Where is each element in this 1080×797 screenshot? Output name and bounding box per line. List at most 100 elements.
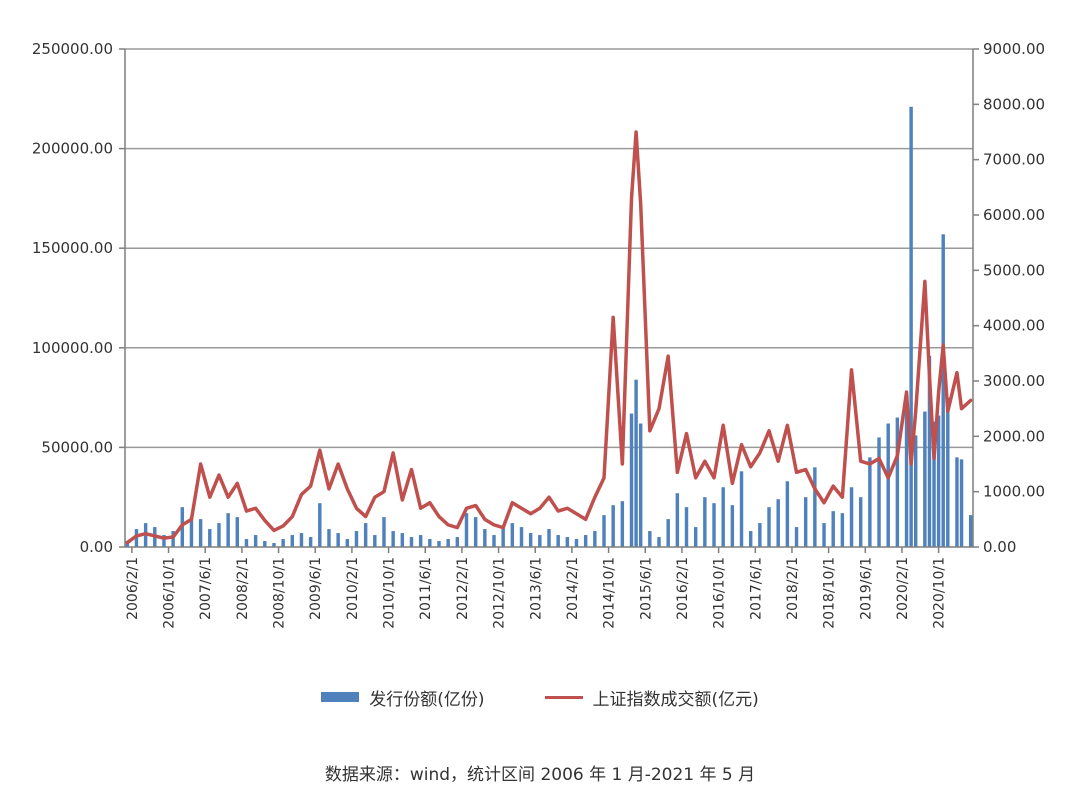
right-tick-label: 2000.00 bbox=[983, 427, 1045, 445]
x-tick-label: 2020/10/1 bbox=[932, 557, 948, 629]
right-tick-label: 3000.00 bbox=[983, 372, 1045, 390]
bar bbox=[318, 503, 322, 547]
legend-item-bar: 发行份额(亿份) bbox=[321, 684, 485, 710]
x-tick-label: 2008/2/1 bbox=[235, 557, 251, 620]
bar bbox=[464, 513, 469, 547]
bar bbox=[648, 531, 652, 547]
right-tick-label: 5000.00 bbox=[983, 261, 1045, 279]
x-axis-labels: 2006/2/1 2006/10/1 2007/6/1 2008/2/1 2008/10… bbox=[125, 557, 948, 629]
right-axis-labels: 0.00 1000.00 2000.00 3000.00 4000.00 5000.00 6… bbox=[983, 40, 1045, 556]
right-tick-label: 7000.00 bbox=[983, 151, 1045, 169]
bar bbox=[941, 234, 945, 547]
source-note: 数据来源：wind，统计区间 2006 年 1 月-2021 年 5 月 bbox=[324, 765, 756, 785]
bar-series bbox=[125, 106, 973, 548]
x-tick-label: 2006/10/1 bbox=[162, 557, 178, 629]
bar bbox=[299, 533, 304, 547]
left-tick-label: 200000.00 bbox=[32, 140, 113, 158]
bar bbox=[428, 539, 432, 547]
bar bbox=[748, 531, 753, 547]
axes bbox=[119, 48, 979, 553]
x-tick-label: 2012/2/1 bbox=[455, 557, 471, 620]
bar bbox=[803, 497, 808, 547]
bar bbox=[391, 531, 395, 547]
bar bbox=[354, 531, 359, 547]
x-tick-label: 2010/2/1 bbox=[345, 557, 361, 620]
gridlines bbox=[125, 48, 973, 449]
bar bbox=[840, 513, 845, 547]
bar bbox=[290, 535, 295, 547]
left-tick-label: 150000.00 bbox=[32, 239, 113, 257]
bar bbox=[932, 421, 936, 547]
bar bbox=[400, 533, 405, 547]
x-tick-label: 2014/10/1 bbox=[602, 557, 618, 629]
bar bbox=[904, 403, 909, 547]
bar bbox=[602, 515, 606, 547]
bar bbox=[955, 457, 959, 547]
bar bbox=[336, 533, 340, 547]
right-tick-label: 4000.00 bbox=[983, 317, 1045, 335]
right-tick-label: 1000.00 bbox=[983, 483, 1045, 501]
bar bbox=[418, 535, 423, 547]
bar bbox=[703, 497, 707, 547]
bar bbox=[895, 417, 900, 547]
line-series bbox=[125, 130, 973, 545]
right-tick-label: 8000.00 bbox=[983, 95, 1045, 113]
bar bbox=[483, 529, 487, 547]
bar bbox=[629, 413, 634, 547]
bar bbox=[492, 535, 496, 547]
right-tick-label: 6000.00 bbox=[983, 206, 1045, 224]
legend-swatch-bar bbox=[321, 692, 360, 702]
bar bbox=[886, 423, 890, 547]
bar bbox=[253, 535, 258, 547]
bar bbox=[263, 541, 267, 547]
x-tick-label: 2017/6/1 bbox=[748, 557, 764, 620]
bar bbox=[712, 503, 716, 547]
bar bbox=[946, 397, 950, 547]
bar bbox=[473, 517, 478, 547]
legend-label-bar: 发行份额(亿份) bbox=[369, 689, 485, 710]
bar bbox=[308, 537, 313, 547]
bar bbox=[758, 523, 762, 547]
bar bbox=[528, 533, 533, 547]
bar bbox=[235, 517, 240, 547]
bar bbox=[849, 487, 854, 547]
x-tick-label: 2012/10/1 bbox=[492, 557, 508, 629]
bar bbox=[345, 539, 350, 547]
legend-swatch-line bbox=[544, 695, 583, 699]
x-tick-label: 2011/6/1 bbox=[418, 557, 434, 620]
bar bbox=[959, 459, 964, 547]
bar bbox=[730, 505, 735, 547]
x-tick-label: 2015/6/1 bbox=[638, 557, 654, 620]
bar bbox=[501, 527, 505, 547]
x-tick-label: 2010/10/1 bbox=[382, 557, 398, 629]
bar bbox=[556, 535, 560, 547]
x-tick-label: 2006/2/1 bbox=[125, 557, 141, 620]
bar bbox=[547, 529, 551, 547]
x-tick-label: 2014/2/1 bbox=[565, 557, 581, 620]
bar bbox=[794, 527, 799, 547]
right-tick-label: 9000.00 bbox=[983, 40, 1045, 58]
left-tick-label: 50000.00 bbox=[41, 438, 113, 456]
x-tick-label: 2009/6/1 bbox=[308, 557, 324, 620]
bar bbox=[927, 355, 932, 547]
bar bbox=[776, 499, 780, 547]
left-tick-label: 250000.00 bbox=[32, 40, 113, 58]
bar bbox=[675, 493, 680, 547]
x-tick-label: 2016/10/1 bbox=[712, 557, 728, 629]
bar bbox=[189, 517, 194, 547]
bar bbox=[831, 511, 835, 547]
left-tick-label: 0.00 bbox=[80, 538, 113, 556]
bar bbox=[281, 539, 285, 547]
x-tick-label: 2020/2/1 bbox=[895, 557, 911, 620]
x-tick-label: 2018/10/1 bbox=[822, 557, 838, 629]
legend-item-line: 上证指数成交额(亿元) bbox=[544, 684, 759, 710]
bar bbox=[657, 537, 661, 547]
bar bbox=[574, 539, 579, 547]
bar bbox=[171, 531, 175, 547]
x-tick-label: 2016/2/1 bbox=[675, 557, 691, 620]
bar bbox=[822, 523, 826, 547]
x-tick-label: 2008/10/1 bbox=[272, 557, 288, 629]
bar bbox=[913, 435, 918, 547]
bar bbox=[382, 517, 386, 547]
bar bbox=[968, 515, 973, 547]
